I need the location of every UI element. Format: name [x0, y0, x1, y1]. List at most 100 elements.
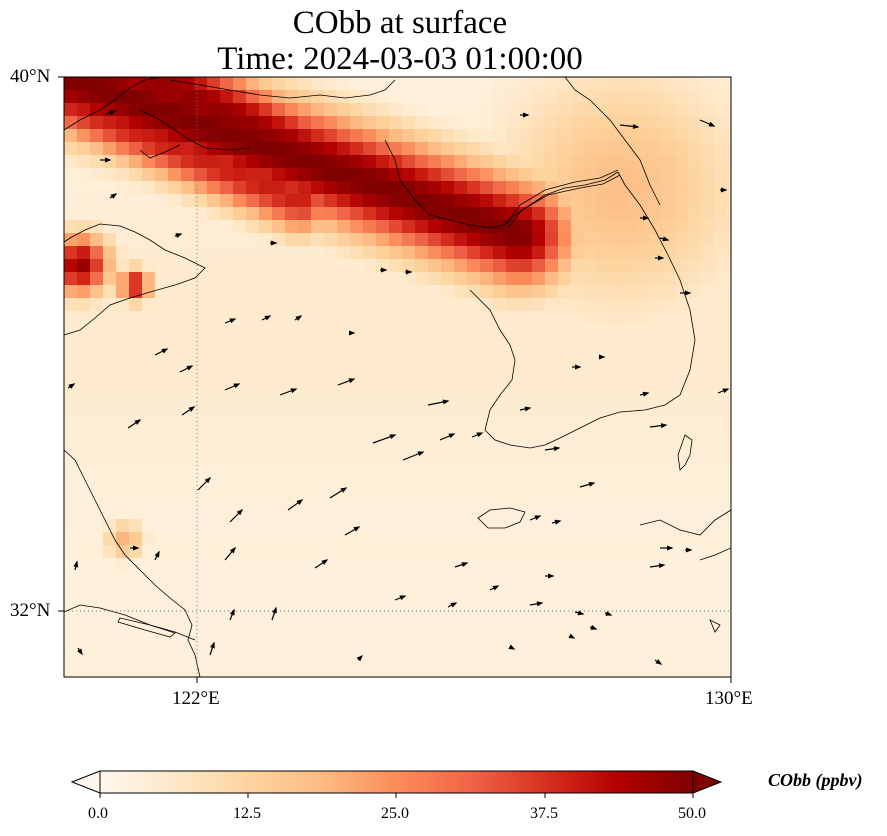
field-cell	[337, 662, 351, 676]
field-cell	[220, 233, 234, 247]
field-cell	[90, 246, 104, 260]
field-cell	[558, 597, 572, 611]
field-cell	[90, 571, 104, 585]
field-cell	[155, 207, 169, 221]
field-cell	[259, 116, 273, 130]
field-cell	[90, 376, 104, 390]
field-cell	[454, 584, 468, 598]
field-cell	[129, 129, 143, 143]
field-cell	[402, 116, 416, 130]
field-cell	[428, 246, 442, 260]
field-cell	[246, 194, 260, 208]
field-cell	[246, 181, 260, 195]
field-cell	[155, 597, 169, 611]
field-cell	[415, 90, 429, 104]
field-cell	[415, 506, 429, 520]
field-cell	[584, 428, 598, 442]
field-cell	[467, 545, 481, 559]
field-cell	[90, 415, 104, 429]
field-cell	[454, 428, 468, 442]
field-cell	[584, 675, 598, 677]
field-cell	[324, 103, 338, 117]
field-cell	[337, 480, 351, 494]
wind-arrow	[685, 547, 693, 553]
field-cell	[480, 519, 494, 533]
field-cell	[311, 610, 325, 624]
field-cell	[441, 636, 455, 650]
field-cell	[376, 129, 390, 143]
wind-arrow	[402, 451, 425, 461]
field-cell	[701, 103, 715, 117]
field-cell	[298, 532, 312, 546]
field-cell	[142, 77, 156, 91]
field-cell	[129, 597, 143, 611]
field-cell	[688, 415, 702, 429]
field-cell	[298, 233, 312, 247]
field-cell	[233, 363, 247, 377]
field-cell	[532, 636, 546, 650]
field-cell	[571, 532, 585, 546]
colorbar-tick-3: 37.5	[530, 805, 558, 822]
field-cell	[285, 337, 299, 351]
field-cell	[480, 454, 494, 468]
field-cell	[402, 168, 416, 182]
field-cell	[701, 298, 715, 312]
field-cell	[90, 675, 104, 677]
field-cell	[311, 90, 325, 104]
field-cell	[389, 220, 403, 234]
field-cell	[220, 337, 234, 351]
field-cell	[688, 558, 702, 572]
field-cell	[662, 116, 676, 130]
field-cell	[441, 649, 455, 663]
field-cell	[701, 454, 715, 468]
lon-tick-130: 130°E	[705, 688, 753, 709]
field-cell	[480, 142, 494, 156]
field-cell	[402, 662, 416, 676]
field-cell	[220, 168, 234, 182]
field-cell	[389, 662, 403, 676]
field-cell	[610, 272, 624, 286]
field-cell	[506, 90, 520, 104]
field-cell	[415, 493, 429, 507]
field-cell	[233, 298, 247, 312]
field-cell	[168, 467, 182, 481]
field-cell	[428, 77, 442, 91]
field-cell	[623, 610, 637, 624]
field-cell	[558, 428, 572, 442]
field-cell	[480, 558, 494, 572]
field-cell	[285, 246, 299, 260]
field-cell	[90, 155, 104, 169]
field-cell	[233, 662, 247, 676]
field-cell	[727, 428, 731, 442]
field-cell	[467, 415, 481, 429]
field-cell	[181, 571, 195, 585]
field-cell	[181, 506, 195, 520]
field-cell	[506, 259, 520, 273]
field-cell	[402, 298, 416, 312]
field-cell	[623, 155, 637, 169]
field-cell	[467, 311, 481, 325]
field-cell	[571, 246, 585, 260]
field-cell	[103, 662, 117, 676]
field-cell	[454, 519, 468, 533]
field-cell	[519, 389, 533, 403]
wind-arrow	[287, 499, 304, 511]
field-cell	[610, 116, 624, 130]
field-cell	[506, 246, 520, 260]
field-cell	[402, 324, 416, 338]
field-cell	[103, 116, 117, 130]
field-cell	[519, 285, 533, 299]
field-cell	[363, 467, 377, 481]
field-cell	[64, 584, 78, 598]
field-cell	[584, 272, 598, 286]
field-cell	[493, 415, 507, 429]
field-cell	[311, 129, 325, 143]
field-cell	[623, 649, 637, 663]
field-cell	[207, 272, 221, 286]
field-cell	[454, 571, 468, 585]
field-cell	[649, 506, 663, 520]
field-cell	[467, 441, 481, 455]
field-cell	[714, 337, 728, 351]
field-cell	[688, 324, 702, 338]
field-cell	[649, 116, 663, 130]
